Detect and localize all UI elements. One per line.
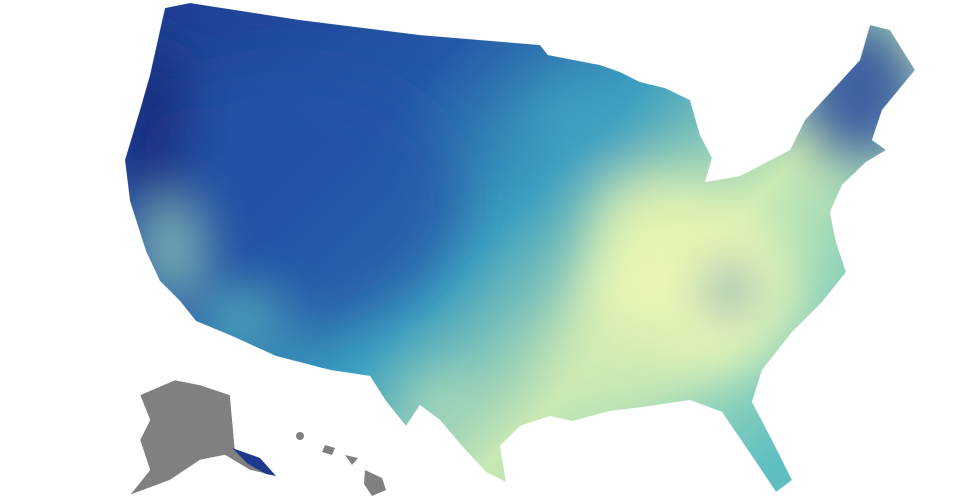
alaska: [129, 379, 276, 496]
alaska-panhandle: [232, 448, 276, 476]
hawaii-island: [345, 455, 358, 465]
cool-region: [800, 20, 915, 160]
hawaii-island: [296, 432, 304, 440]
warm-region: [550, 310, 690, 410]
warm-region: [145, 200, 195, 300]
mid-region: [410, 375, 470, 425]
mid-region: [520, 80, 640, 160]
hawaii: [296, 432, 386, 496]
shading: [125, 20, 915, 425]
cool-region: [705, 265, 755, 315]
hawaii-island: [322, 445, 335, 455]
warm-region: [590, 170, 730, 270]
cool-region: [125, 40, 190, 200]
cool-region: [125, 70, 460, 330]
mid-region: [200, 295, 280, 345]
hawaii-island: [364, 470, 386, 496]
